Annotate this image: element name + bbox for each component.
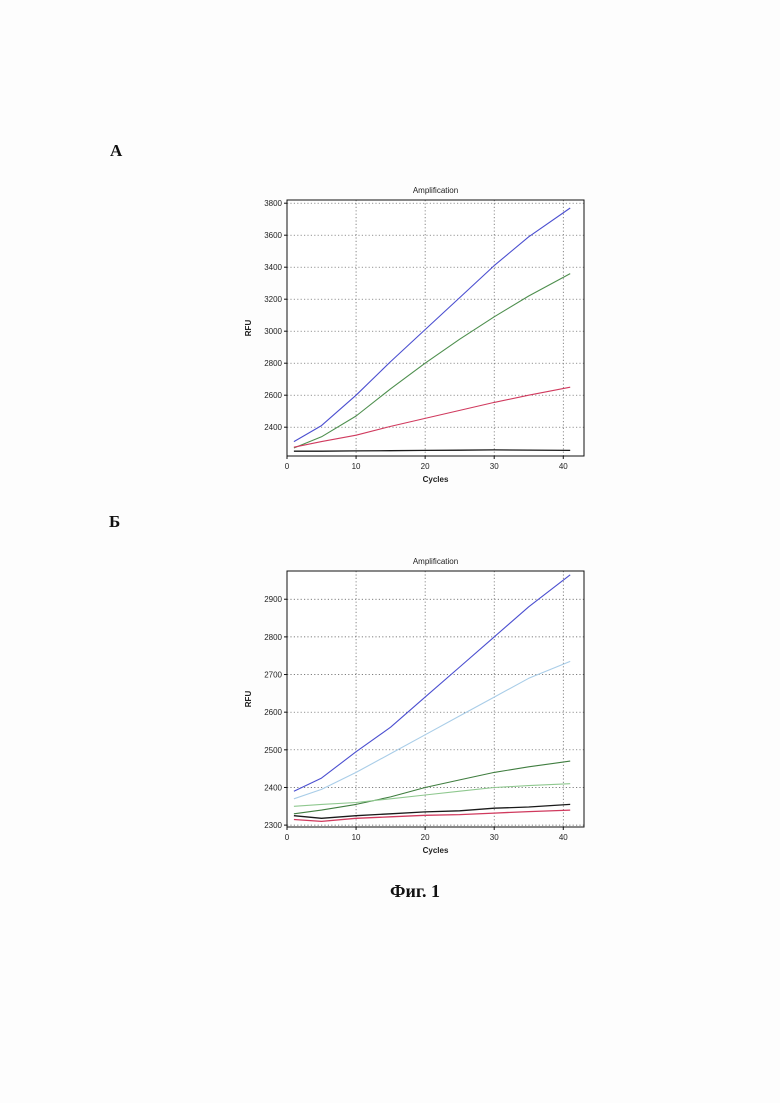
amplification-chart-a: Amplification 0 10 20 30 40 2400 2600 2800 3000 32… bbox=[240, 182, 600, 492]
plot-area bbox=[287, 571, 584, 827]
chart-title: Amplification bbox=[413, 186, 458, 195]
amplification-chart-b: Amplification 0 10 20 30 40 2300 2400 2500 2600 27… bbox=[240, 553, 600, 863]
x-tick-label: 0 bbox=[285, 833, 290, 842]
x-tick-label: 30 bbox=[490, 462, 499, 471]
y-axis-label: RFU bbox=[244, 320, 253, 337]
y-tick-label: 2400 bbox=[264, 783, 282, 792]
y-tick-label: 2600 bbox=[264, 708, 282, 717]
x-tick-label: 0 bbox=[285, 462, 290, 471]
x-tick-label: 20 bbox=[421, 833, 430, 842]
figure-caption: Фиг. 1 bbox=[0, 881, 780, 902]
panel-label-a: А bbox=[110, 141, 122, 161]
x-tick-label: 30 bbox=[490, 833, 499, 842]
y-tick-label: 2400 bbox=[264, 423, 282, 432]
y-tick-label: 3600 bbox=[264, 231, 282, 240]
x-tick-label: 40 bbox=[559, 462, 568, 471]
chart-title: Amplification bbox=[413, 557, 458, 566]
y-tick-label: 3800 bbox=[264, 199, 282, 208]
y-tick-label: 3000 bbox=[264, 327, 282, 336]
y-tick-label: 2900 bbox=[264, 595, 282, 604]
x-tick-label: 20 bbox=[421, 462, 430, 471]
x-tick-label: 10 bbox=[352, 462, 361, 471]
plot-area bbox=[287, 200, 584, 456]
y-tick-label: 2500 bbox=[264, 746, 282, 755]
panel-label-b: Б bbox=[109, 512, 120, 532]
x-tick-label: 40 bbox=[559, 833, 568, 842]
x-axis-label: Cycles bbox=[423, 846, 449, 855]
y-tick-label: 2600 bbox=[264, 391, 282, 400]
y-tick-label: 2800 bbox=[264, 359, 282, 368]
y-tick-label: 2800 bbox=[264, 633, 282, 642]
y-axis-label: RFU bbox=[244, 691, 253, 708]
y-tick-label: 3200 bbox=[264, 295, 282, 304]
y-tick-label: 3400 bbox=[264, 263, 282, 272]
y-tick-label: 2300 bbox=[264, 821, 282, 830]
y-tick-label: 2700 bbox=[264, 671, 282, 680]
x-tick-label: 10 bbox=[352, 833, 361, 842]
x-axis-label: Cycles bbox=[423, 475, 449, 484]
